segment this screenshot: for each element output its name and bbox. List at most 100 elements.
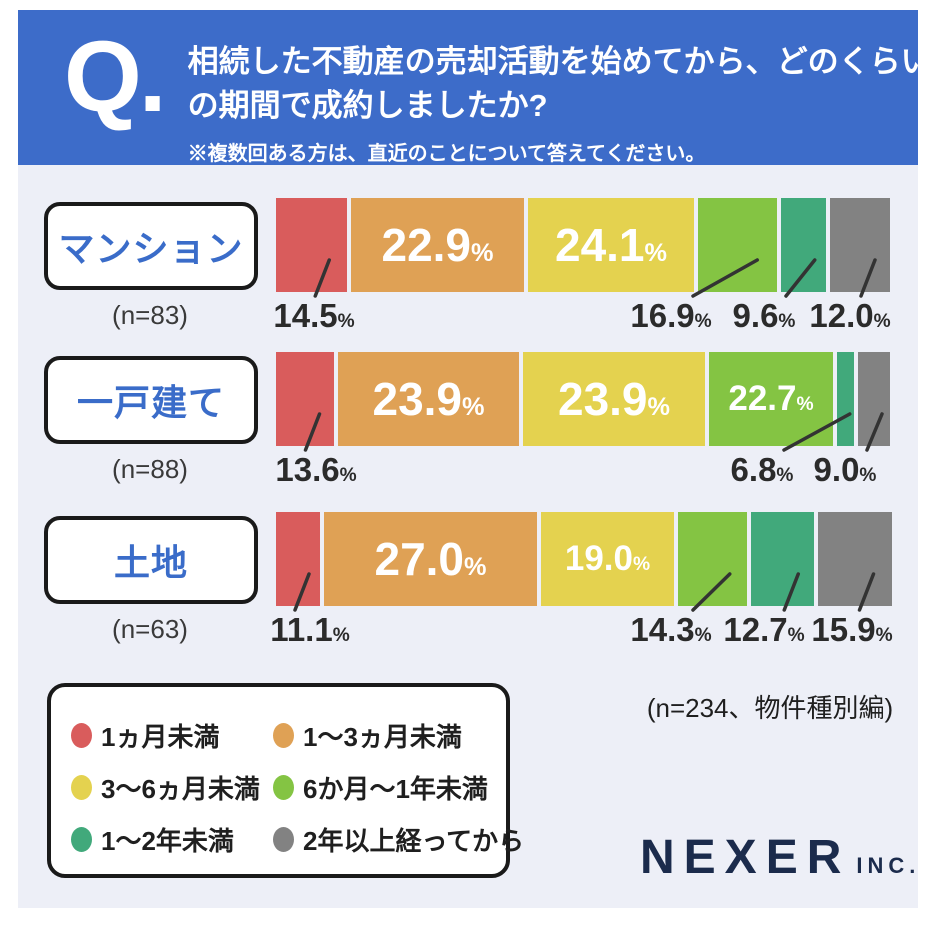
percent-sign: %: [859, 465, 877, 486]
segment-value-label: 12.7%: [723, 611, 804, 649]
segment-value-label: 6.8%: [731, 451, 794, 489]
question-title-line1: 相続した不動産の売却活動を始めてから、どのくらい: [187, 44, 932, 79]
value-number: 23.9: [557, 373, 648, 425]
segment-value-label: 12.0%: [809, 297, 890, 335]
percent-sign: %: [337, 311, 355, 332]
percent-sign: %: [694, 311, 712, 332]
percent-sign: %: [462, 393, 485, 421]
bar-segment: [276, 352, 334, 446]
bar-segment: [698, 198, 777, 292]
percent-sign: %: [332, 625, 350, 646]
value-number: 9.0: [813, 451, 860, 488]
bar-segment: 19.0%: [541, 512, 674, 606]
bar-segment: [276, 198, 347, 292]
value-number: 11.1: [270, 611, 333, 648]
sample-size-label: (n=83): [112, 300, 188, 330]
legend-label: 1〜3ヵ月未満: [303, 722, 462, 752]
value-number: 27.0: [374, 533, 465, 585]
segment-value-label: 9.6%: [733, 297, 796, 335]
bar-segment: 27.0%: [324, 512, 537, 606]
value-number: 12.0: [809, 297, 874, 334]
q-mark: Q.: [64, 21, 167, 133]
value-number: 9.6: [732, 297, 779, 334]
segment-value-label: 24.1%: [555, 218, 667, 272]
value-number: 16.9: [630, 297, 695, 334]
value-number: 14.3: [630, 611, 695, 648]
value-number: 13.6: [275, 451, 340, 488]
legend-item: 3〜6ヵ月未満: [71, 769, 260, 806]
legend-color-dot: [71, 827, 92, 852]
stacked-bar: 23.9% 23.9% 22.7%: [276, 352, 890, 446]
segment-value-label: 9.0%: [814, 451, 877, 489]
legend-item: 1〜3ヵ月未満: [273, 717, 462, 754]
legend-color-dot: [273, 827, 294, 852]
value-number: 22.7: [728, 379, 797, 418]
percent-sign: %: [796, 394, 814, 415]
bar-segment: 24.1%: [528, 198, 694, 292]
legend-item: 1ヵ月未満: [71, 717, 219, 754]
category-box: 土地: [44, 516, 258, 604]
legend-label: 3〜6ヵ月未満: [101, 774, 260, 804]
percent-sign: %: [875, 625, 893, 646]
bar-segment: 23.9%: [523, 352, 705, 446]
segment-value-label: 15.9%: [811, 611, 892, 649]
brand-logo: NEXER INC.: [640, 830, 920, 885]
value-number: 12.7: [723, 611, 788, 648]
bar-segment: [830, 198, 890, 292]
segment-value-label: 27.0%: [374, 532, 486, 586]
bar-segment: 23.9%: [338, 352, 519, 446]
bar-segment: [276, 512, 320, 606]
chart-row-1: マンション (n=83) 14.5% 16.9% 9.6% 12.0% 22.9% 24.1%: [18, 198, 918, 348]
legend-label: 1ヵ月未満: [101, 722, 220, 752]
chart-row-2: 一戸建て (n=88) 13.6% 6.8% 9.0% 23.9% 23.9% 22.7%: [18, 352, 918, 502]
category-box: 一戸建て: [44, 356, 258, 444]
percent-sign: %: [776, 465, 794, 486]
value-number: 14.5: [273, 297, 338, 334]
infographic-card: Q. 相続した不動産の売却活動を始めてから、どのくらい の期間で成約しましたか?…: [18, 10, 932, 908]
segment-value-label: 14.3%: [630, 611, 711, 649]
question-header: Q. 相続した不動産の売却活動を始めてから、どのくらい の期間で成約しましたか?…: [18, 10, 932, 165]
bar-segment: 22.9%: [351, 198, 524, 292]
question-title-line2: の期間で成約しましたか?: [187, 88, 548, 124]
category-label: 土地: [113, 542, 188, 583]
value-number: 23.9: [372, 373, 463, 425]
legend-item: 1〜2年未満: [71, 821, 234, 858]
percent-sign: %: [464, 553, 487, 581]
question-note: ※複数回ある方は、直近のことについて答えてください。: [187, 143, 706, 166]
legend: 1ヵ月未満 1〜3ヵ月未満 3〜6ヵ月未満 6か月〜1年未満 1〜2年未満 2年以上経って…: [47, 683, 524, 878]
percent-sign: %: [633, 554, 651, 575]
segment-value-label: 11.1%: [270, 611, 349, 649]
value-number: 15.9: [811, 611, 876, 648]
percent-sign: %: [778, 311, 796, 332]
value-number: 6.8: [730, 451, 777, 488]
legend-color-dot: [71, 775, 92, 800]
segment-value-label: 22.9%: [381, 218, 493, 272]
survey-footnote: (n=234、物件種別編): [646, 693, 894, 723]
segment-value-label: 23.9%: [372, 372, 484, 426]
bar-segment: [751, 512, 814, 606]
bar-segment: [678, 512, 747, 606]
stacked-bar: 22.9% 24.1%: [276, 198, 890, 292]
legend-item: 6か月〜1年未満: [273, 769, 488, 806]
value-number: 22.9: [381, 219, 472, 271]
legend-color-dot: [273, 775, 294, 800]
legend-color-dot: [71, 723, 92, 748]
sample-size-label: (n=88): [112, 454, 188, 484]
segment-value-label: 13.6%: [275, 451, 356, 489]
chart-area: マンション (n=83) 14.5% 16.9% 9.6% 12.0% 22.9% 24.1%…: [18, 10, 918, 908]
percent-sign: %: [647, 393, 671, 421]
legend-color-dot: [273, 723, 294, 748]
legend-item: 2年以上経ってから: [273, 821, 524, 858]
percent-sign: %: [694, 625, 712, 646]
legend-label: 1〜2年未満: [101, 826, 234, 856]
percent-sign: %: [339, 465, 357, 486]
bar-segment: [858, 352, 890, 446]
segment-value-label: 22.7%: [728, 379, 813, 419]
brand-name: NEXER: [640, 831, 851, 884]
bar-segment: [818, 512, 892, 606]
bar-segment: 22.7%: [709, 352, 833, 446]
value-number: 19.0: [564, 539, 633, 578]
segment-value-label: 14.5%: [273, 297, 354, 335]
sample-size-label: (n=63): [112, 614, 188, 644]
stacked-bar: 27.0% 19.0%: [276, 512, 892, 606]
